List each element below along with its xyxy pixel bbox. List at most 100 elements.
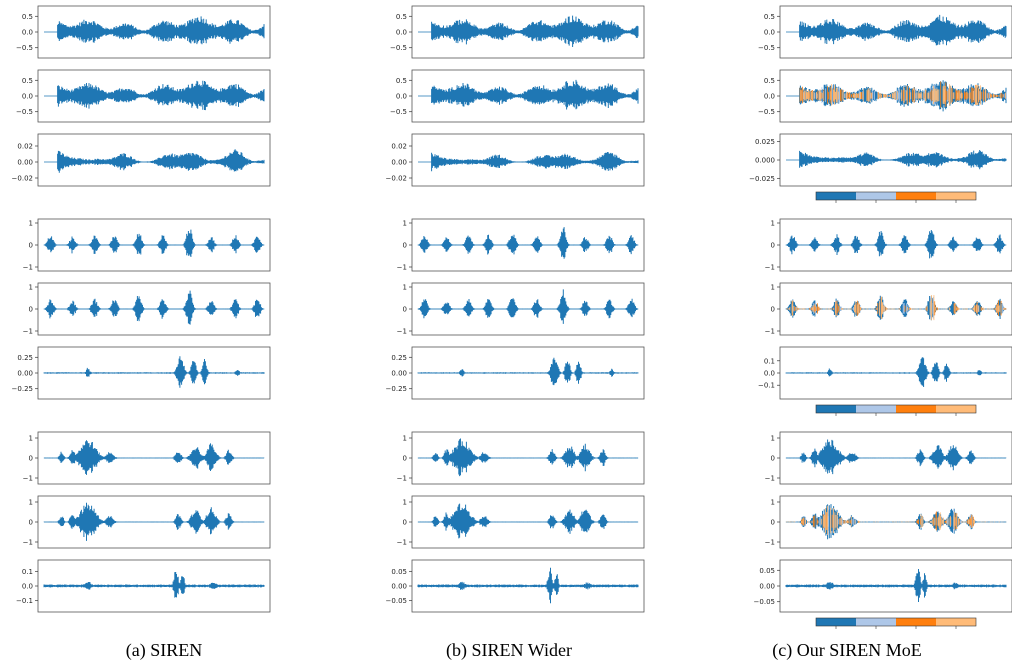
axes-col1-group1-ground-truth: 1 0 −1 <box>397 218 645 272</box>
y-tick-label: 0.00 <box>391 583 407 591</box>
y-tick-label: −0.05 <box>386 597 407 605</box>
y-tick-label: 0 <box>771 519 775 527</box>
y-tick-label: 0.0 <box>22 583 33 591</box>
axes-col2-group2-reconstruction: 1 0 −1 <box>765 495 1012 549</box>
y-tick-label: 0.1 <box>22 568 33 576</box>
y-tick-label: 1 <box>771 499 775 507</box>
waveform <box>57 16 265 45</box>
waveform <box>57 80 265 111</box>
waveform <box>417 227 639 259</box>
axes-col1-group2-error: 0.05 0.00 −0.05 <box>386 559 645 613</box>
axes-col2-group1-error: 0.1 0.0 −0.1 <box>758 346 1012 400</box>
axes-col1-group1-error: 0.25 0.00 −0.25 <box>386 346 645 400</box>
y-tick-label: −0.025 <box>749 175 775 183</box>
y-tick-label: 0.0 <box>396 93 407 101</box>
axes-col2-group1-ground-truth: 1 0 −1 <box>765 218 1012 272</box>
colorbar-segment-2 <box>896 618 936 626</box>
colorbar-segment-3 <box>936 192 976 200</box>
y-tick-label: 0 <box>403 519 407 527</box>
colorbar-segment-1 <box>856 405 896 413</box>
y-tick-label: 0.0 <box>22 93 33 101</box>
y-tick-label: 0.1 <box>764 357 775 365</box>
axes-col1-group2-reconstruction: 1 0 −1 <box>397 495 645 549</box>
y-tick-label: 0.00 <box>17 159 33 167</box>
y-tick-label: 0.05 <box>759 567 775 575</box>
colorbar-segment-2 <box>896 405 936 413</box>
y-tick-label: 1 <box>403 499 407 507</box>
y-tick-label: 0.5 <box>764 13 775 21</box>
axes-col2-group0-error: 0.025 0.000 −0.025 <box>749 133 1012 187</box>
waveform <box>417 289 639 324</box>
y-tick-label: 0.0 <box>396 29 407 37</box>
axes-col0-group2-reconstruction: 1 0 −1 <box>23 495 271 549</box>
y-tick-label: 0.5 <box>22 77 33 85</box>
axes-col0-group1-ground-truth: 1 0 −1 <box>23 218 271 272</box>
y-tick-label: 1 <box>771 284 775 292</box>
colorbar-segment-0 <box>816 618 856 626</box>
y-tick-label: 0.00 <box>391 370 407 378</box>
axes-col0-group0-reconstruction: 0.5 0.0 −0.5 <box>16 69 271 123</box>
y-tick-label: 1 <box>403 284 407 292</box>
y-tick-label: 0.000 <box>755 157 775 165</box>
waveform <box>785 230 1007 259</box>
axes-col0-group2-ground-truth: 1 0 −1 <box>23 431 271 485</box>
y-tick-label: 0.02 <box>17 143 33 151</box>
axes-col2-group2-ground-truth: 1 0 −1 <box>765 431 1012 485</box>
y-tick-label: 0.25 <box>17 354 33 362</box>
y-tick-label: −1 <box>397 264 407 272</box>
y-tick-label: 0 <box>403 455 407 463</box>
y-tick-label: 1 <box>771 435 775 443</box>
y-tick-label: −0.25 <box>12 385 33 393</box>
y-tick-label: 0.25 <box>391 354 407 362</box>
colorbar-segment-3 <box>936 618 976 626</box>
y-tick-label: −1 <box>765 264 775 272</box>
waveform <box>799 150 1007 170</box>
axes-col2-group2-error: 0.05 0.00 −0.05 <box>754 559 1012 613</box>
y-tick-label: 0 <box>771 306 775 314</box>
y-tick-label: 1 <box>29 499 33 507</box>
y-tick-label: −0.1 <box>16 597 33 605</box>
y-tick-label: −1 <box>397 475 407 483</box>
waveform <box>417 357 639 386</box>
waveform <box>417 567 639 604</box>
y-tick-label: −1 <box>765 328 775 336</box>
y-tick-label: 0 <box>771 455 775 463</box>
waveform <box>57 149 265 173</box>
colorbar-segment-1 <box>856 192 896 200</box>
y-tick-label: 0 <box>29 519 33 527</box>
y-tick-label: 0.0 <box>764 29 775 37</box>
axes-col2-group1-reconstruction: 1 0 −1 <box>765 282 1012 336</box>
y-tick-label: 0 <box>29 306 33 314</box>
expert-waveform-3 <box>789 295 1007 321</box>
y-tick-label: 0.0 <box>764 93 775 101</box>
caption-siren-moe: (c) Our SIREN MoE <box>772 640 922 660</box>
y-tick-label: −1 <box>23 328 33 336</box>
y-tick-label: −0.05 <box>754 598 775 606</box>
y-tick-label: 1 <box>29 435 33 443</box>
waveform <box>43 229 265 257</box>
axes-col1-group0-error: 0.02 0.00 −0.02 <box>386 133 645 187</box>
y-tick-label: −0.25 <box>386 385 407 393</box>
y-tick-label: 0 <box>29 455 33 463</box>
y-tick-label: 0 <box>771 242 775 250</box>
y-tick-label: 0.02 <box>391 143 407 151</box>
y-tick-label: 0.5 <box>764 77 775 85</box>
waveform <box>417 503 639 539</box>
waveform <box>431 79 639 110</box>
y-tick-label: 0.5 <box>396 13 407 21</box>
axes-col0-group0-error: 0.02 0.00 −0.02 <box>12 133 271 187</box>
y-tick-label: −1 <box>397 328 407 336</box>
y-tick-label: −0.5 <box>390 108 407 116</box>
y-tick-label: −0.02 <box>12 175 33 183</box>
waveform <box>785 357 1007 387</box>
axes-col1-group2-ground-truth: 1 0 −1 <box>397 431 645 485</box>
y-tick-label: −0.1 <box>758 382 775 390</box>
y-tick-label: −0.5 <box>16 44 33 52</box>
y-tick-label: −0.02 <box>386 175 407 183</box>
y-tick-label: 0.0 <box>22 29 33 37</box>
axes-col1-group0-reconstruction: 0.5 0.0 −0.5 <box>390 69 645 123</box>
axes-col0-group1-reconstruction: 1 0 −1 <box>23 282 271 336</box>
expert-colorbar-group0 <box>815 191 977 203</box>
colorbar-frame <box>815 191 977 201</box>
